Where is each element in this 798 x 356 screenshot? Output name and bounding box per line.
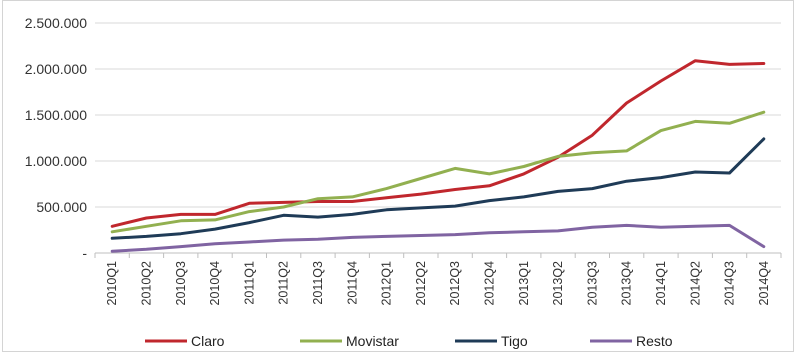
x-tick-label: 2010Q3 — [174, 261, 188, 306]
series-line-resto — [110, 223, 766, 253]
y-tick-label: 1.000.000 — [25, 153, 87, 169]
x-tick-label: 2013Q1 — [517, 261, 531, 306]
series-line-tigo — [110, 137, 766, 240]
x-tick-label: 2011Q2 — [277, 261, 291, 305]
y-axis: - 500.000 1.000.000 1.500.000 2.000.000 2.500… — [25, 15, 88, 261]
x-tick-label: 2013Q4 — [620, 261, 634, 306]
x-tick-label: 2010Q1 — [105, 261, 119, 306]
y-tick-label: 1.500.000 — [25, 107, 87, 123]
x-tick-label: 2012Q4 — [482, 261, 496, 306]
x-tick-label: 2014Q1 — [654, 261, 668, 306]
x-tick-label: 2011Q1 — [242, 261, 256, 305]
x-tick-label: 2012Q3 — [448, 261, 462, 306]
y-tick-label: - — [82, 245, 87, 261]
x-tick-label: 2010Q2 — [139, 261, 153, 306]
x-axis: 2010Q1 2010Q2 2010Q3 2010Q4 2011Q1 2011Q2 2011… — [94, 252, 782, 306]
series-line-movistar — [110, 110, 766, 234]
series-lines — [110, 59, 766, 253]
legend-label-tigo: Tigo — [501, 333, 528, 349]
x-tick-label: 2013Q3 — [585, 261, 599, 306]
y-tick-label: 500.000 — [36, 199, 87, 215]
legend: Claro Movistar Tigo Resto — [145, 333, 673, 349]
x-tick-label: 2014Q4 — [757, 261, 771, 306]
x-tick-label: 2010Q4 — [208, 261, 222, 306]
legend-label-resto: Resto — [636, 333, 673, 349]
x-tick-label: 2011Q4 — [345, 261, 359, 305]
x-tick-label: 2014Q2 — [688, 261, 702, 306]
x-tick-label: 2013Q2 — [551, 261, 565, 306]
legend-label-claro: Claro — [191, 333, 225, 349]
series-line-claro — [110, 59, 766, 228]
x-tick-label: 2011Q3 — [311, 261, 325, 305]
legend-label-movistar: Movistar — [346, 333, 399, 349]
gridlines — [95, 22, 781, 254]
x-tick-label: 2012Q2 — [414, 261, 428, 306]
y-tick-label: 2.500.000 — [25, 15, 87, 31]
x-tick-label: 2014Q3 — [723, 261, 737, 306]
x-tick-label: 2012Q1 — [380, 261, 394, 306]
y-tick-label: 2.000.000 — [25, 61, 87, 77]
